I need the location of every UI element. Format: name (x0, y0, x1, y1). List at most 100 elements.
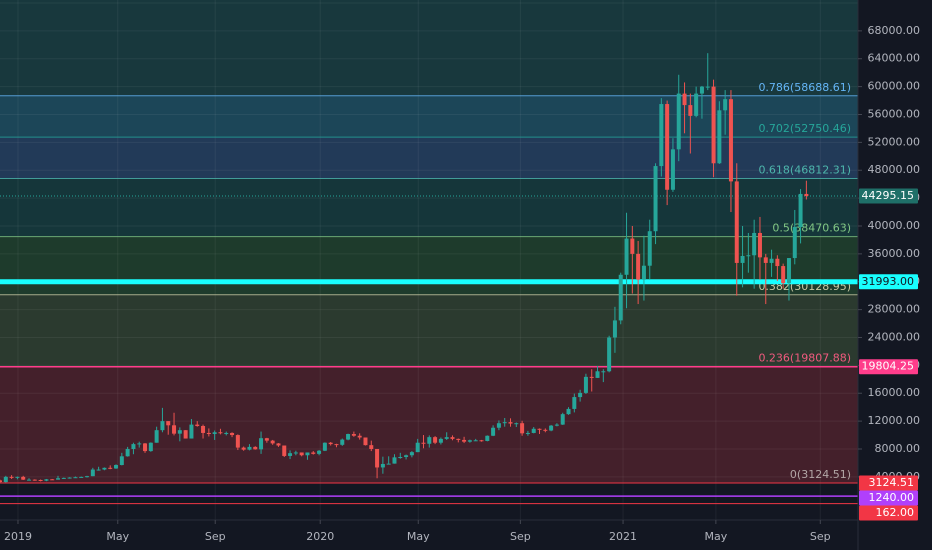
candle-body (728, 99, 733, 182)
x-tick-label: May (704, 530, 727, 543)
price-tag (859, 188, 918, 204)
candle-body (137, 443, 142, 445)
candle-body (114, 465, 119, 469)
candle-body (427, 437, 432, 444)
fib-band (0, 0, 858, 96)
candle-body (177, 430, 182, 434)
x-tick-label: Sep (510, 530, 531, 543)
fib-label: 0.702(52750.46) (758, 122, 851, 135)
candle-body (723, 99, 728, 111)
x-tick-label: 2019 (4, 530, 32, 543)
candle-body (375, 448, 380, 468)
candle-body (61, 477, 66, 479)
candle-body (636, 253, 641, 280)
candle-body (311, 452, 316, 454)
fib-band (0, 178, 858, 237)
candle-body (404, 455, 409, 458)
price-tag (859, 359, 918, 375)
candle-body (293, 452, 298, 454)
candle-body (409, 452, 414, 456)
candle-body (195, 424, 200, 426)
fib-label: 0.236(19807.88) (758, 352, 851, 365)
y-tick-label: 24000.00 (868, 330, 921, 343)
candle-body (212, 432, 217, 435)
candle-body (264, 438, 269, 441)
candle-body (752, 232, 757, 256)
candle-body (224, 432, 229, 434)
candle-body (763, 257, 768, 263)
candle-body (102, 467, 107, 470)
candle-body (206, 432, 211, 435)
x-tick-label: 2020 (306, 530, 334, 543)
fib-band (0, 366, 858, 483)
candle-body (27, 479, 32, 481)
candle-body (9, 476, 14, 478)
candle-body (148, 442, 153, 452)
candle-body (491, 427, 496, 436)
candle-body (444, 437, 449, 439)
candle-body (757, 232, 762, 258)
candle-body (421, 442, 426, 444)
y-tick-label: 8000.00 (875, 442, 921, 455)
fib-label: 0.786(58688.61) (758, 81, 851, 94)
candle-body (15, 476, 20, 478)
candle-body (473, 440, 478, 442)
candle-body (160, 421, 165, 431)
candle-body (125, 448, 130, 457)
candle-body (433, 437, 438, 443)
y-tick-label: 60000.00 (868, 80, 921, 93)
candle-body (560, 414, 565, 425)
y-tick-label: 56000.00 (868, 107, 921, 120)
candle-body (73, 477, 78, 479)
candle-body (508, 422, 513, 424)
candle-body (525, 432, 530, 434)
y-tick-label: 40000.00 (868, 219, 921, 232)
candle-body (357, 435, 362, 438)
candle-body (682, 93, 687, 106)
candle-body (578, 392, 583, 398)
candle-body (253, 446, 258, 450)
candle-body (554, 424, 559, 426)
candle-body (119, 456, 124, 466)
candle-body (363, 437, 368, 446)
candle-body (688, 105, 693, 116)
candle-body (769, 258, 774, 263)
candle-body (305, 452, 310, 456)
candle-body (166, 421, 171, 426)
candle-body (653, 166, 658, 232)
candle-body (746, 255, 751, 257)
candle-body (218, 432, 223, 434)
candle-body (630, 238, 635, 254)
candle-body (288, 453, 293, 456)
price-tag (859, 475, 918, 491)
candle-body (659, 104, 664, 167)
candle-body (317, 450, 322, 454)
candle-body (711, 86, 716, 164)
candle-body (549, 425, 554, 431)
candle-body (230, 432, 235, 436)
candle-body (798, 193, 803, 228)
candle-body (717, 110, 722, 164)
candle-body (183, 430, 188, 439)
candle-body (462, 439, 467, 442)
candle-body (612, 320, 617, 338)
price-tag-label: 3124.51 (869, 476, 915, 489)
candle-body (537, 428, 542, 430)
price-tag (859, 505, 918, 521)
candle-body (189, 424, 194, 439)
candle-body (21, 476, 26, 480)
candle-body (572, 397, 577, 409)
y-tick-label: 68000.00 (868, 24, 921, 37)
fib-label: 0.618(46812.31) (758, 164, 851, 177)
candle-body (380, 463, 385, 468)
candle-body (624, 238, 629, 275)
candle-body (705, 86, 710, 88)
y-tick-label: 12000.00 (868, 414, 921, 427)
candle-body (467, 440, 472, 442)
price-tag-label: 44295.15 (862, 189, 915, 202)
candle-body (0, 480, 2, 483)
candle-body (792, 227, 797, 259)
candle-body (438, 438, 443, 443)
price-tag-label: 19804.25 (862, 360, 915, 373)
